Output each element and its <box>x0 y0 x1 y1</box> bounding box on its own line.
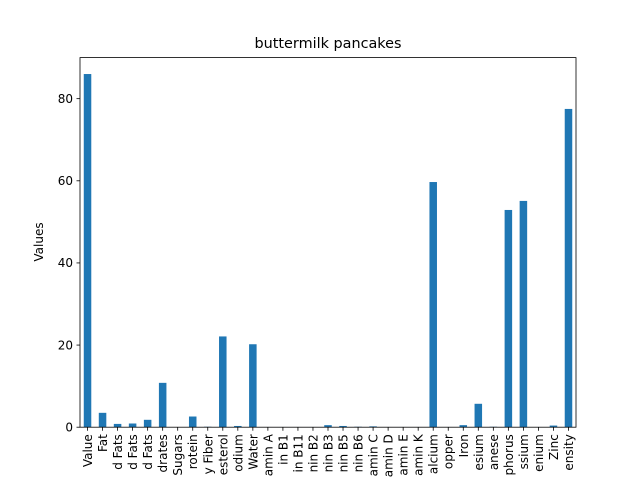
x-tick-label-31: Zinc <box>547 434 561 460</box>
bar-7 <box>188 416 197 428</box>
bar-19 <box>369 426 377 428</box>
bar-31 <box>549 425 558 428</box>
y-tick-label-3: 60 <box>58 174 73 188</box>
x-tick-label-28: phorus <box>502 434 516 475</box>
x-tick-label-30: enium <box>532 434 546 472</box>
bar-1 <box>98 412 107 428</box>
x-tick-label-5: drates <box>156 434 170 472</box>
x-tick-label-18: nin B6 <box>352 434 366 472</box>
bar-5 <box>158 382 167 428</box>
bar-10 <box>234 425 242 428</box>
y-tick-label-4: 80 <box>58 92 73 106</box>
plot-frame <box>79 57 577 428</box>
x-tick-label-27: anese <box>487 434 501 470</box>
bar-11 <box>249 344 257 428</box>
y-tick-label-2: 40 <box>58 256 73 270</box>
x-tick-label-12: amin A <box>261 433 275 476</box>
bar-25 <box>459 425 468 428</box>
x-tick-label-0: Value <box>81 434 95 467</box>
x-tick-label-8: y Fiber <box>201 434 215 474</box>
y-axis-label: Values <box>32 222 46 261</box>
bar-0 <box>83 74 92 428</box>
y-axis: 0 20 40 60 80 <box>58 92 80 435</box>
bar-32 <box>564 108 573 428</box>
x-tick-label-19: amin C <box>367 434 381 476</box>
x-tick-label-32: ensity <box>562 434 576 470</box>
x-tick-label-20: amin D <box>382 434 396 477</box>
x-tick-label-6: Sugars <box>171 434 185 475</box>
bar-23 <box>429 182 437 428</box>
bar-4 <box>143 419 152 428</box>
x-tick-label-14: in B11 <box>291 434 305 472</box>
x-tick-label-17: nin B5 <box>337 434 351 472</box>
x-axis: Value Fat d Fats d Fats d Fats drates Sugars ro… <box>81 427 576 477</box>
bar-28 <box>504 209 513 428</box>
x-tick-label-21: amin E <box>397 434 411 475</box>
bar-2 <box>113 423 122 428</box>
x-tick-label-22: amin K <box>412 433 426 476</box>
x-tick-label-29: ssium <box>517 434 531 469</box>
x-tick-label-1: Fat <box>96 434 110 452</box>
bar-29 <box>519 200 528 428</box>
x-tick-label-7: rotein <box>186 434 200 469</box>
x-tick-label-25: Iron <box>457 434 471 457</box>
x-tick-label-23: alcium <box>427 434 441 474</box>
chart-title: buttermilk pancakes <box>255 36 402 52</box>
x-tick-label-26: esium <box>472 434 486 470</box>
x-tick-label-3: d Fats <box>126 434 140 470</box>
y-tick-label-0: 0 <box>65 421 73 435</box>
x-tick-label-11: Water <box>246 434 260 470</box>
bars-group <box>83 74 573 428</box>
x-tick-label-16: nin B3 <box>322 434 336 472</box>
x-tick-label-15: nin B2 <box>306 434 320 472</box>
bar-16 <box>324 425 332 428</box>
x-tick-label-4: d Fats <box>141 434 155 470</box>
bar-3 <box>128 423 137 428</box>
x-tick-label-10: odium <box>231 434 245 472</box>
bar-17 <box>339 425 347 428</box>
bar-9 <box>219 336 227 428</box>
x-tick-label-13: in B1 <box>276 434 290 465</box>
y-tick-label-1: 20 <box>58 338 73 352</box>
x-tick-label-24: opper <box>442 434 456 469</box>
bar-26 <box>474 403 483 428</box>
x-tick-label-2: d Fats <box>111 434 125 470</box>
x-tick-label-9: esterol <box>216 434 230 475</box>
